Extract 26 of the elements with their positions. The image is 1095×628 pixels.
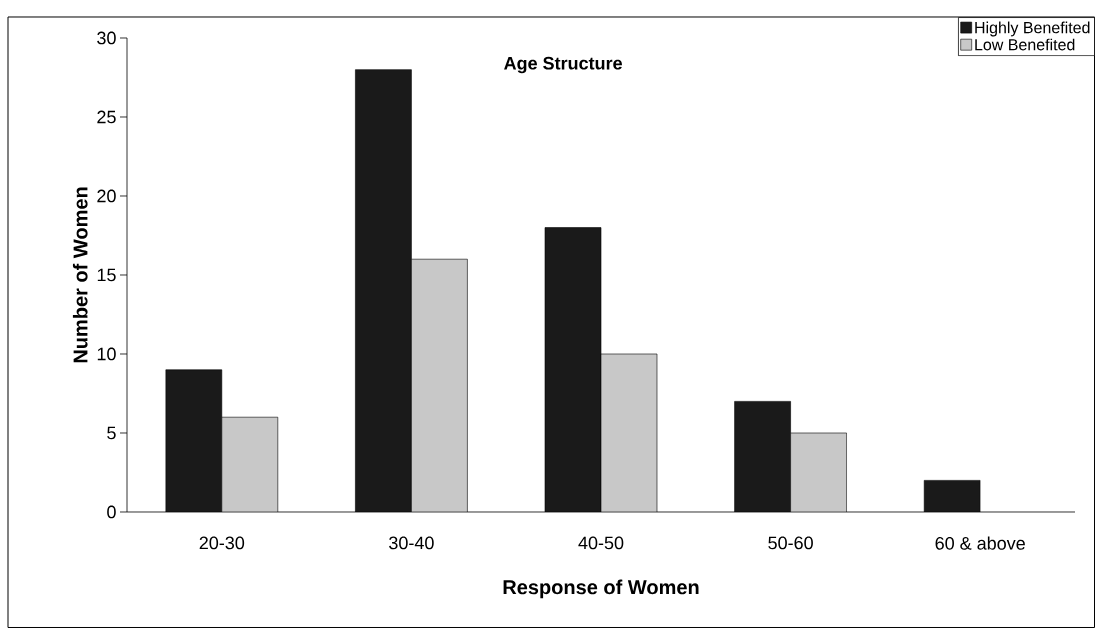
bar	[165, 369, 223, 512]
bar	[790, 432, 847, 512]
bar	[355, 69, 412, 512]
bar	[734, 401, 791, 512]
legend-label: Highly Benefited	[975, 21, 1090, 37]
x-tick-label: 60 & above	[935, 536, 1025, 550]
bar	[544, 227, 602, 512]
y-tick-label: 20	[97, 189, 116, 203]
x-tick-label: 30-40	[389, 536, 434, 550]
x-axis-title: Response of Women	[503, 579, 699, 599]
y-tick-label: 0	[107, 505, 116, 519]
x-tick-label: 40-50	[578, 536, 624, 550]
bar	[600, 353, 658, 512]
y-tick-label: 10	[97, 347, 116, 361]
y-axis-title: Number of Women	[72, 187, 88, 363]
y-tick-label: 15	[97, 268, 116, 282]
y-tick-label: 5	[107, 426, 116, 440]
bar	[411, 258, 468, 512]
text: Age Structure	[504, 56, 622, 74]
x-tick-label: 50-60	[768, 536, 813, 550]
bar	[923, 480, 981, 512]
bar	[221, 416, 279, 512]
y-tick-label: 30	[97, 31, 116, 45]
legend-label: Low Benefited	[975, 38, 1075, 51]
x-tick-label: 20-30	[199, 536, 245, 550]
y-tick-label: 25	[97, 110, 116, 124]
